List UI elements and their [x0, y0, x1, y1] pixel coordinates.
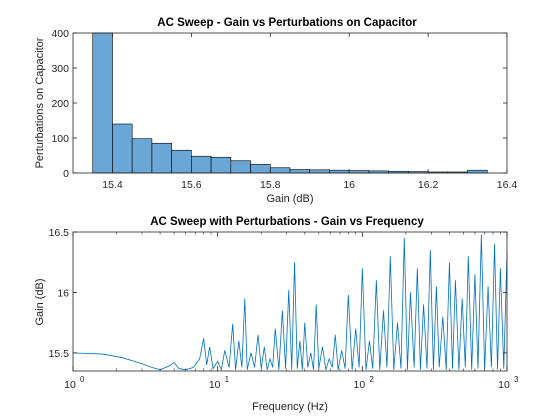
- gain-frequency-chart: AC Sweep with Perturbations - Gain vs Fr…: [34, 216, 519, 413]
- histogram-x-tick-label: 15.4: [102, 179, 123, 191]
- line-x-tick-exponent: 2: [369, 375, 374, 384]
- line-x-tick-exponent: 3: [514, 375, 519, 384]
- line-y-tick-label: 16.5: [49, 227, 70, 239]
- histogram-bar: [289, 169, 311, 174]
- histogram-x-ticks: 15.4 15.6 15.8 16 16.2 16.4: [102, 33, 517, 191]
- line-x-label: Frequency (Hz): [252, 401, 328, 413]
- line-y-label: Gain (dB): [34, 278, 46, 325]
- line-axes-box: [72, 231, 508, 372]
- line-series-group: [72, 234, 508, 372]
- histogram-x-tick-label: 15.6: [181, 179, 202, 191]
- histogram-bar: [210, 156, 232, 174]
- line-x-ticks: 10 0 10 1 10 2 10 3: [64, 232, 519, 391]
- histogram-x-label: Gain (dB): [266, 193, 313, 205]
- histogram-y-tick-label: 200: [51, 98, 69, 110]
- line-y-tick-label: 15.5: [49, 348, 70, 360]
- line-plot-area: [73, 232, 507, 371]
- histogram-title: AC Sweep - Gain vs Perturbations on Capa…: [157, 17, 417, 29]
- histogram-bar: [329, 169, 350, 174]
- line-x-tick-label: 10: [209, 379, 221, 391]
- histogram-y-tick-label: 300: [51, 63, 69, 75]
- line-x-tick-label: 10: [498, 379, 510, 391]
- histogram-x-tick-label: 16.4: [497, 179, 518, 191]
- histogram-x-tick-label: 16.2: [418, 179, 439, 191]
- histogram-y-tick-label: 400: [51, 28, 69, 40]
- histogram-bar: [250, 163, 271, 174]
- histogram-y-ticks: 0 100 200 300 400: [51, 28, 507, 180]
- line-y-tick-label: 16: [57, 287, 69, 299]
- histogram-bar: [92, 32, 113, 174]
- line-x-tick-label: 10: [353, 379, 365, 391]
- line-x-tick-exponent: 0: [80, 375, 85, 384]
- histogram-y-tick-label: 0: [63, 168, 69, 180]
- histogram-bar: [131, 138, 153, 174]
- histogram-bar: [269, 167, 291, 174]
- histogram-bar: [112, 123, 133, 174]
- histogram-bar: [171, 149, 192, 174]
- histogram-bar: [467, 169, 488, 174]
- histogram-x-tick-label: 15.8: [260, 179, 281, 191]
- histogram-x-tick-label: 16: [343, 179, 355, 191]
- histogram-y-tick-label: 100: [51, 133, 69, 145]
- histogram-bar: [151, 142, 172, 174]
- line-title: AC Sweep with Perturbations - Gain vs Fr…: [150, 216, 424, 228]
- histogram-y-label: Perturbations on Capacitor: [34, 37, 46, 168]
- histogram-bar: [191, 155, 212, 174]
- histogram-bars: [92, 32, 488, 174]
- line-x-tick-exponent: 1: [225, 375, 230, 384]
- histogram-chart: AC Sweep - Gain vs Perturbations on Capa…: [34, 17, 517, 205]
- line-x-tick-label: 10: [64, 379, 76, 391]
- gain-series-line: [72, 234, 508, 372]
- histogram-bar: [309, 169, 330, 174]
- line-y-ticks: 15.5 16 16.5: [49, 227, 507, 360]
- histogram-bar: [230, 160, 251, 174]
